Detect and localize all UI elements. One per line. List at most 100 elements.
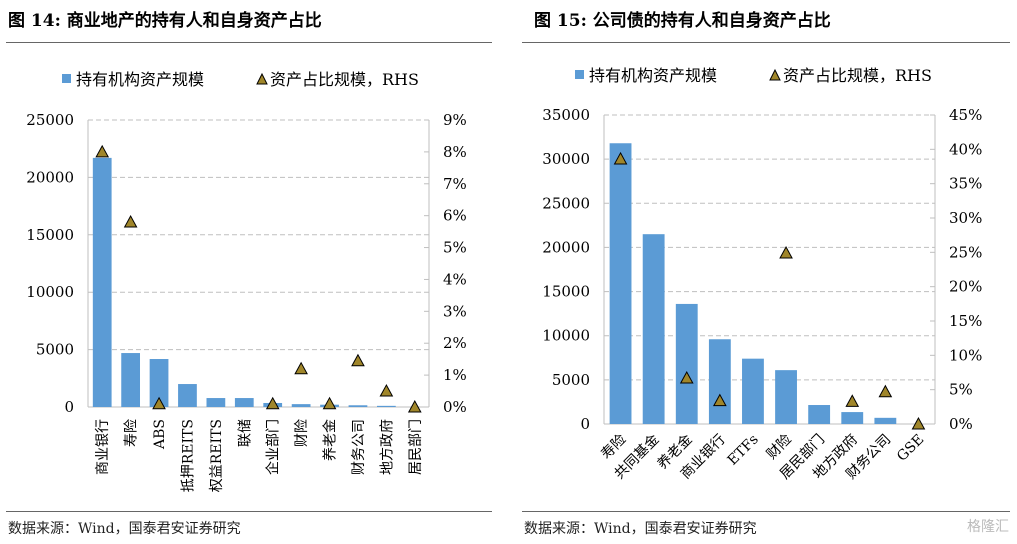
y2-tick-label: 40% xyxy=(949,140,982,158)
y2-tick-label: 0% xyxy=(949,415,973,433)
x-tick-label: 企业部门 xyxy=(265,419,282,475)
x-tick-label: ABS xyxy=(152,419,168,450)
y-tick-label: 20000 xyxy=(26,168,74,186)
bar xyxy=(121,353,141,407)
triangle-marker xyxy=(123,215,138,228)
x-tick-label: 财险 xyxy=(294,419,310,447)
chart-title-14: 图 14: 商业地产的持有人和自身资产占比 xyxy=(8,11,322,31)
triangle-marker xyxy=(152,396,166,410)
y2-tick-label: 3% xyxy=(443,302,467,320)
bar xyxy=(841,412,864,424)
triangle-marker xyxy=(779,245,793,259)
y-tick-label: 35000 xyxy=(542,106,590,124)
triangle-marker xyxy=(265,396,280,410)
y2-tick-label: 7% xyxy=(443,175,467,193)
legend-triangle-label: 资产占比规模，RHS xyxy=(783,66,932,85)
x-tick-label: 财务公司 xyxy=(351,419,367,475)
legend-triangle-swatch xyxy=(256,72,268,85)
legend-bar-swatch xyxy=(575,70,584,79)
x-tick-label: GSE xyxy=(894,432,927,465)
chart-title-15: 图 15: 公司债的持有人和自身资产占比 xyxy=(534,11,831,31)
source-rule-left xyxy=(6,511,492,512)
y-tick-label: 15000 xyxy=(542,283,590,301)
y2-tick-label: 4% xyxy=(443,270,467,288)
y2-tick-label: 10% xyxy=(949,346,982,364)
bar xyxy=(808,405,831,424)
y2-tick-label: 8% xyxy=(443,143,467,161)
bar xyxy=(708,339,731,424)
bar xyxy=(234,398,254,407)
y2-tick-label: 2% xyxy=(443,334,467,352)
x-tick-label: 养老金 xyxy=(323,419,339,461)
x-tick-label: ETFs xyxy=(725,432,762,469)
x-tick-label: 居民部门 xyxy=(408,419,424,475)
legend-bar-label: 持有机构资产规模 xyxy=(76,70,204,89)
triangle-marker xyxy=(95,144,110,158)
y2-tick-label: 45% xyxy=(949,106,982,124)
source-left: 数据来源：Wind，国泰君安证券研究 xyxy=(8,521,241,537)
bar xyxy=(291,404,311,407)
bar xyxy=(348,405,368,407)
source-rule-right xyxy=(522,511,1010,512)
bar xyxy=(92,157,112,407)
y2-tick-label: 9% xyxy=(443,111,467,129)
legend-triangle-label: 资产占比规模，RHS xyxy=(270,70,419,89)
legend-bar-swatch xyxy=(62,74,71,83)
y2-tick-label: 6% xyxy=(443,207,467,225)
y-tick-label: 5000 xyxy=(36,341,74,359)
bar xyxy=(178,384,197,407)
x-tick-label: 联储 xyxy=(237,419,253,447)
bar xyxy=(609,143,632,424)
y-tick-label: 15000 xyxy=(26,226,74,244)
triangle-marker xyxy=(407,399,422,413)
triangle-marker xyxy=(613,151,628,165)
x-tick-label: 寿险 xyxy=(123,419,140,447)
y2-tick-label: 25% xyxy=(949,243,982,261)
y-tick-label: 25000 xyxy=(542,194,590,212)
triangle-marker xyxy=(713,393,727,407)
y2-tick-label: 5% xyxy=(949,381,973,399)
triangle-marker xyxy=(845,394,860,407)
y-tick-label: 10000 xyxy=(26,283,74,301)
legend-triangle-swatch xyxy=(769,68,781,81)
x-tick-label: 权益REITS xyxy=(209,419,225,492)
y-tick-label: 25000 xyxy=(26,111,74,129)
bar xyxy=(376,405,396,407)
triangle-marker xyxy=(379,384,394,397)
triangle-marker xyxy=(878,384,893,398)
y2-tick-label: 20% xyxy=(949,278,982,296)
y2-tick-label: 5% xyxy=(443,239,467,257)
y2-tick-label: 15% xyxy=(949,312,982,330)
triangle-marker xyxy=(294,361,308,375)
triangle-marker xyxy=(679,370,694,384)
y-tick-label: 5000 xyxy=(552,371,590,389)
bar xyxy=(206,398,226,407)
y-tick-label: 0 xyxy=(64,398,74,416)
y2-tick-label: 30% xyxy=(949,209,982,227)
legend-bar-label: 持有机构资产规模 xyxy=(589,66,717,85)
title-rule-right xyxy=(522,42,1010,43)
y-tick-label: 10000 xyxy=(542,327,590,345)
y-tick-label: 20000 xyxy=(542,238,590,256)
bar xyxy=(742,358,764,424)
bar xyxy=(775,370,797,424)
bar xyxy=(675,303,698,424)
watermark: 格隆汇 xyxy=(967,519,1009,535)
source-right: 数据来源：Wind，国泰君安证券研究 xyxy=(524,521,757,537)
x-tick-label: 地方政府 xyxy=(379,419,395,475)
bar xyxy=(642,234,665,424)
y2-tick-label: 35% xyxy=(949,175,982,193)
x-tick-label: 商业银行 xyxy=(95,419,111,475)
title-rule-left xyxy=(6,42,492,43)
bar xyxy=(149,359,169,407)
triangle-marker xyxy=(351,353,365,367)
y-tick-label: 0 xyxy=(580,415,590,433)
y-tick-label: 30000 xyxy=(542,150,590,168)
triangle-marker xyxy=(322,396,337,410)
y2-tick-label: 0% xyxy=(443,398,467,416)
triangle-marker xyxy=(911,416,926,430)
bar xyxy=(874,417,897,424)
y2-tick-label: 1% xyxy=(443,366,467,384)
x-tick-label: 抵押REITS xyxy=(180,419,196,492)
